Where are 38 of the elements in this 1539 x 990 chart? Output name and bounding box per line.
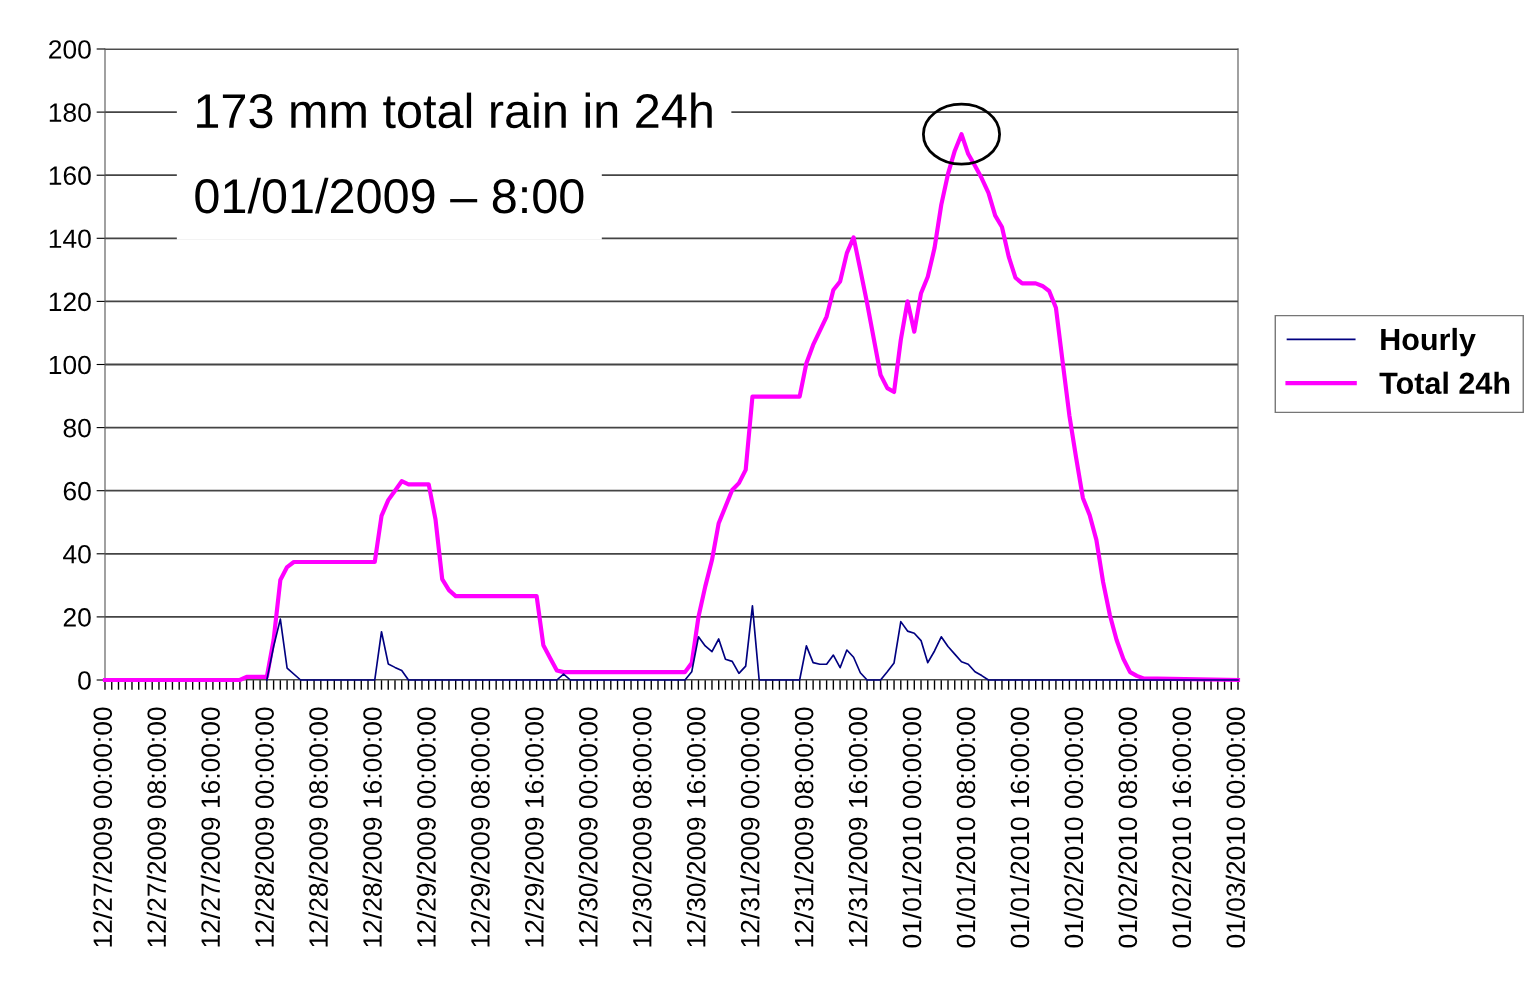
x-tick-label: 12/31/2009 00:00:00 [740,707,760,947]
x-tick-label: 12/30/2009 08:00:00 [632,707,652,947]
line-series [266,605,1239,681]
y-tick-label: 140 [49,229,91,249]
annotation: 173 mm total rain in 24h [197,92,712,129]
x-tick-label: 01/01/2010 08:00:00 [955,707,976,948]
x-tick-label: 01/02/2010 16:00:00 [1171,707,1192,948]
y-tick-label: 80 [63,418,91,438]
x-tick-label: 01/01/2010 00:00:00 [901,707,922,948]
y-tick-label: 120 [49,292,91,312]
x-tick-label: 12/28/2009 16:00:00 [362,707,382,947]
y-tick-label: 40 [63,544,91,564]
x-tick-label: 01/01/2010 16:00:00 [1009,707,1030,948]
legend-label: Total 24h [1379,371,1510,395]
y-tick-label: 20 [63,608,91,627]
y-tick-label: 200 [49,40,91,59]
y-tick-label: 160 [49,166,91,186]
x-tick-label: 12/29/2009 16:00:00 [524,707,544,947]
x-tick-label: 01/03/2010 00:00:00 [1225,707,1246,948]
x-tick-label: 01/02/2010 00:00:00 [1063,707,1084,948]
x-tick-label: 12/31/2009 08:00:00 [794,707,814,947]
annotation: 01/01/2009 – 8:00 [195,177,584,214]
x-tick-label: 12/30/2009 16:00:00 [686,707,706,947]
y-tick-label: 0 [78,671,91,690]
x-tick-label: 12/28/2009 00:00:00 [254,707,274,947]
x-tick-label: 12/29/2009 00:00:00 [416,707,436,947]
x-tick-label: 12/27/2009 16:00:00 [200,707,220,947]
x-tick-label: 12/27/2009 00:00:00 [92,707,113,947]
x-tick-label: 12/29/2009 08:00:00 [470,707,490,947]
y-tick-label: 60 [63,481,91,501]
legend-label: Hourly [1381,327,1476,357]
x-tick-label: 12/27/2009 08:00:00 [146,707,167,947]
y-tick-label: 180 [49,103,91,122]
y-tick-label: 100 [49,355,91,375]
x-tick-label: 12/30/2009 00:00:00 [578,707,598,947]
x-tick-label: 12/28/2009 08:00:00 [308,707,328,947]
x-tick-label: 12/31/2009 16:00:00 [848,707,868,947]
x-tick-label: 01/02/2010 08:00:00 [1117,707,1138,948]
